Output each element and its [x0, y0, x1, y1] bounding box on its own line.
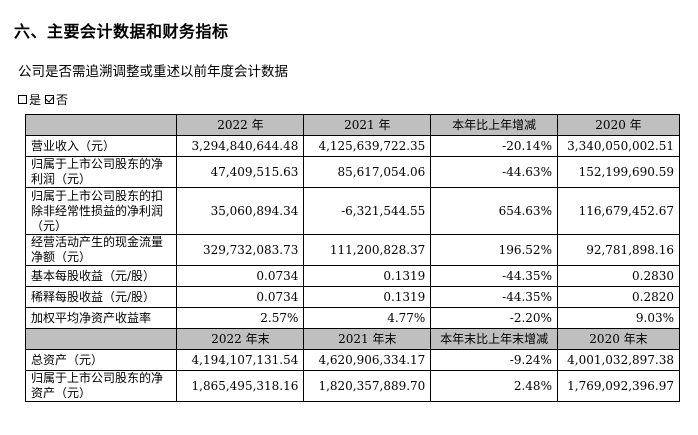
value-cell: 85,617,054.06: [303, 156, 432, 188]
value-cell: 0.0734: [176, 265, 305, 287]
value-cell: 4,194,107,131.54: [176, 349, 305, 371]
change-cell: -44.63%: [430, 156, 558, 188]
value-cell: 1,769,092,396.97: [556, 370, 681, 402]
value-cell: 1,820,357,889.70: [303, 370, 432, 402]
change-cell: 2.48%: [430, 370, 558, 402]
financial-data-table: 2022 年 2021 年 本年比上年增减 2020 年 营业收入（元） 3,2…: [24, 114, 681, 402]
change-cell: 196.52%: [430, 234, 558, 266]
change-cell: 654.63%: [430, 187, 558, 235]
table-row: 稀释每股收益（元/股） 0.0734 0.1319 -44.35% 0.2820: [24, 286, 681, 308]
value-cell: -6,321,544.55: [303, 187, 432, 235]
table-row: 归属于上市公司股东的净利润（元） 47,409,515.63 85,617,05…: [24, 156, 681, 188]
row-label: 稀释每股收益（元/股）: [24, 286, 178, 308]
change-cell: -2.20%: [430, 307, 558, 329]
header-cell: 2022 年末: [176, 328, 305, 350]
value-cell: 4,001,032,897.38: [556, 349, 681, 371]
row-label: 营业收入（元）: [24, 135, 178, 157]
header-row: 2022 年末 2021 年末 本年末比上年末增减 2020 年末: [24, 328, 681, 350]
table-row: 总资产（元） 4,194,107,131.54 4,620,906,334.17…: [24, 349, 681, 371]
value-cell: 1,865,495,318.16: [176, 370, 305, 402]
value-cell: 3,294,840,644.48: [176, 135, 305, 157]
table-row: 基本每股收益（元/股） 0.0734 0.1319 -44.35% 0.2830: [24, 265, 681, 287]
change-cell: -20.14%: [430, 135, 558, 157]
value-cell: 111,200,828.37: [303, 234, 432, 266]
change-cell: -44.35%: [430, 286, 558, 308]
table-row: 营业收入（元） 3,294,840,644.48 4,125,639,722.3…: [24, 135, 681, 157]
row-label: 加权平均净资产收益率: [24, 307, 178, 329]
restatement-question: 公司是否需追溯调整或重述以前年度会计数据: [18, 64, 288, 80]
checkbox-no[interactable]: [45, 95, 55, 104]
header-cell: 本年末比上年末增减: [430, 328, 558, 350]
header-cell: 2022 年: [176, 114, 305, 136]
value-cell: 2.57%: [176, 307, 305, 329]
table-row: 经营活动产生的现金流量净额（元） 329,732,083.73 111,200,…: [24, 234, 681, 266]
header-cell: 2020 年: [556, 114, 681, 136]
header-cell: [24, 114, 178, 136]
change-cell: -44.35%: [430, 265, 558, 287]
checkbox-yes[interactable]: [18, 95, 27, 104]
table-row: 加权平均净资产收益率 2.57% 4.77% -2.20% 9.03%: [24, 307, 681, 329]
row-label: 基本每股收益（元/股）: [24, 265, 178, 287]
row-label: 归属于上市公司股东的净资产（元）: [24, 370, 178, 402]
value-cell: 92,781,898.16: [556, 234, 681, 266]
value-cell: 329,732,083.73: [176, 234, 305, 266]
header-cell: [24, 328, 178, 350]
value-cell: 0.1319: [303, 286, 432, 308]
value-cell: 0.2830: [556, 265, 681, 287]
value-cell: 3,340,050,002.51: [556, 135, 681, 157]
header-cell: 2020 年末: [556, 328, 681, 350]
table-row: 归属于上市公司股东的扣除非经常性损益的净利润（元） 35,060,894.34 …: [24, 187, 681, 235]
row-label: 经营活动产生的现金流量净额（元）: [24, 234, 178, 266]
header-row: 2022 年 2021 年 本年比上年增减 2020 年: [24, 114, 681, 136]
change-cell: -9.24%: [430, 349, 558, 371]
value-cell: 152,199,690.59: [556, 156, 681, 188]
option-yes-label: 是: [29, 93, 42, 107]
value-cell: 47,409,515.63: [176, 156, 305, 188]
value-cell: 116,679,452.67: [556, 187, 681, 235]
section-heading: 六、主要会计数据和财务指标: [14, 22, 229, 41]
value-cell: 9.03%: [556, 307, 681, 329]
row-label: 总资产（元）: [24, 349, 178, 371]
value-cell: 4.77%: [303, 307, 432, 329]
restatement-options: 是 否: [18, 91, 72, 108]
value-cell: 4,620,906,334.17: [303, 349, 432, 371]
value-cell: 0.1319: [303, 265, 432, 287]
value-cell: 0.2820: [556, 286, 681, 308]
header-cell: 本年比上年增减: [430, 114, 558, 136]
value-cell: 0.0734: [176, 286, 305, 308]
row-label: 归属于上市公司股东的扣除非经常性损益的净利润（元）: [24, 187, 178, 235]
row-label: 归属于上市公司股东的净利润（元）: [24, 156, 178, 188]
header-cell: 2021 年末: [303, 328, 432, 350]
header-cell: 2021 年: [303, 114, 432, 136]
value-cell: 4,125,639,722.35: [303, 135, 432, 157]
value-cell: 35,060,894.34: [176, 187, 305, 235]
table-row: 归属于上市公司股东的净资产（元） 1,865,495,318.16 1,820,…: [24, 370, 681, 402]
option-no-label: 否: [56, 93, 69, 107]
